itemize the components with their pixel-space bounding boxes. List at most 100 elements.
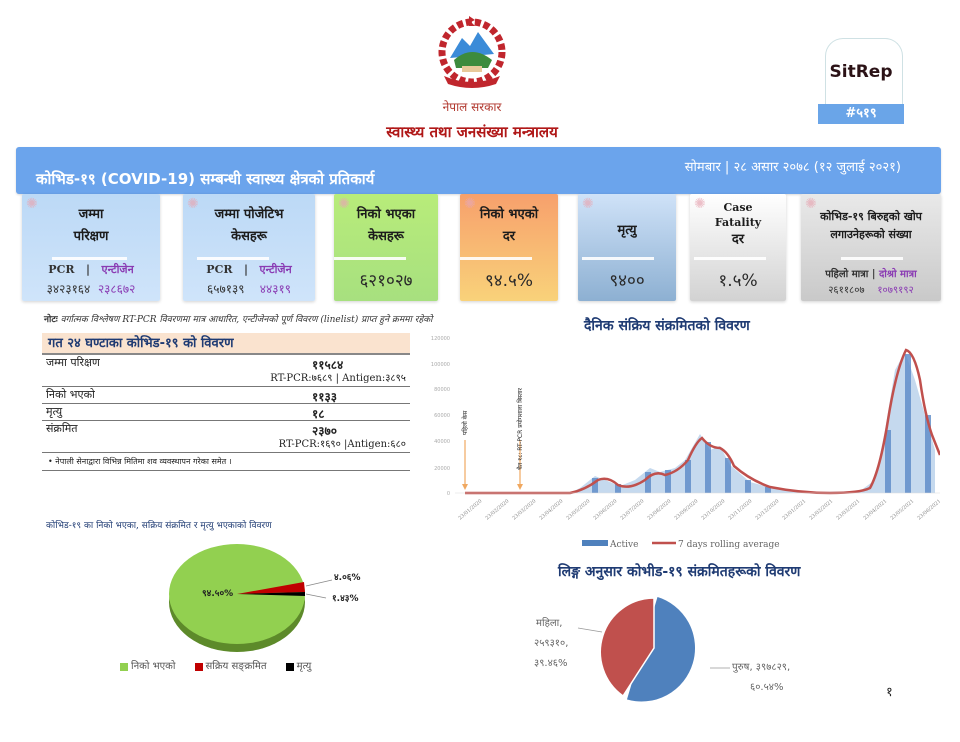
legend-active-swatch (582, 540, 608, 546)
divider (694, 257, 766, 260)
outcome-pie-chart: ९४.५०% ४.०६% १.४३% (169, 544, 360, 652)
antigen-label: एन्टीजेन (259, 263, 292, 276)
sitrep-number: #५१९ (818, 104, 904, 124)
card-title-line: केसहरू (368, 229, 404, 244)
row-label: संक्रमित (46, 422, 78, 435)
card-sub-labels: पहिलो मात्रा | दोश्रो मात्रा (801, 266, 941, 280)
separator: | (871, 269, 876, 280)
sitrep-label: SitRep (829, 62, 893, 82)
label-female-percent: ३९.४६% (534, 658, 567, 669)
x-tick: 23/03/2021 (835, 498, 861, 521)
active-cases-chart: 0 20000 40000 60000 80000 100000 120000 … (431, 336, 940, 550)
x-tick: 23/06/2021 (916, 498, 940, 521)
row-sub: RT-PCR:१६९० |Antigen:६८० (278, 439, 406, 450)
title-banner: कोभिड-१९ (COVID-19) सम्बन्धी स्वास्थ्य क… (16, 147, 941, 194)
gender-pie-title: लिङ्ग अनुसार कोभीड-१९ संक्रमितहरूको विवर… (558, 564, 801, 580)
arrow-down-icon (517, 484, 523, 490)
card-value: ६२१०२७ (359, 271, 413, 291)
divider (197, 257, 269, 260)
card-recovery-rate: ✺ निको भएको दर ९४.५% (460, 194, 558, 301)
active-area (570, 352, 935, 493)
pcr-label: PCR (206, 263, 233, 276)
banner-title: कोभिड-१९ (COVID-19) सम्बन्धी स्वास्थ्य क… (36, 170, 375, 188)
row-sub: RT-PCR:७६८९ | Antigen:३८९५ (270, 373, 406, 384)
slice-male (625, 595, 697, 703)
virus-icon: ✺ (187, 196, 199, 212)
legend-swatch-death (285, 662, 294, 671)
y-tick: 0 (447, 491, 450, 497)
x-axis-ticks: 23/01/2020 23/02/2020 23/03/2020 23/04/2… (457, 498, 940, 521)
pcr-value: ६५७१३९ (207, 282, 245, 296)
x-tick: 23/02/2020 (484, 498, 510, 521)
annotation-first-case: पहिलो केस (461, 410, 469, 435)
arrow-down-icon (462, 484, 468, 490)
table-row: संक्रमित २३७० RT-PCR:१६९० |Antigen:६८० (42, 421, 410, 453)
antigen-value: ४४३१९ (259, 282, 291, 296)
chart-legend: Active 7 days rolling average (582, 540, 780, 550)
nepal-emblem-icon (438, 16, 506, 88)
active-chart-title: दैनिक संक्रिय संक्रमितको विवरण (584, 318, 750, 334)
x-tick: 23/06/2020 (592, 498, 618, 521)
last-24h-table: गत २४ घण्टाका कोभिड-१९ को विवरण जम्मा पर… (42, 333, 410, 471)
card-value: १.५% (718, 271, 758, 291)
card-title-line: Case (723, 201, 753, 214)
antigen-value: २३८६७२ (97, 282, 136, 296)
x-tick: 23/10/2020 (700, 498, 726, 521)
x-tick: 23/07/2020 (619, 498, 645, 521)
y-tick: 120000 (431, 336, 450, 342)
x-tick: 23/02/2021 (808, 498, 834, 521)
card-title-line: दर (502, 229, 516, 244)
y-tick: 80000 (434, 387, 450, 393)
outcome-pie-legend: निको भएको सक्रिय सङ्क्रमित मृत्यु (120, 658, 311, 672)
first-dose-label: पहिलो मात्रा (825, 269, 869, 280)
legend-rolling-label: 7 days rolling average (678, 540, 780, 550)
y-tick: 40000 (434, 439, 450, 445)
x-tick: 23/05/2021 (889, 498, 915, 521)
annotation-rtpcr-expansion: चैत १८: RT-PCR प्रयोगशाला बिस्तार (516, 388, 524, 470)
legend-swatch-active (194, 662, 203, 671)
note-prefix: नोटः (44, 315, 58, 325)
divider (334, 257, 406, 260)
divider (841, 257, 903, 260)
card-title-line: जम्मा पोजेटिभ (214, 207, 284, 222)
card-title-line: निको भएको (479, 207, 539, 222)
separator: | (85, 263, 90, 276)
card-sub-values: २६११८०७ १०७९१९२ (801, 282, 941, 296)
x-tick: 23/09/2020 (673, 498, 699, 521)
x-tick: 23/03/2020 (511, 498, 537, 521)
rolling-average-line (465, 348, 940, 495)
row-label: मृत्यु (46, 405, 63, 418)
card-title-line: लगाउनेहरूको संख्या (830, 228, 912, 241)
card-title-line: परिक्षण (73, 229, 109, 244)
label-male-percent: ६०.५४% (750, 682, 783, 693)
legend-recovered: निको भएको (131, 661, 176, 672)
card-value: ९४.५% (484, 271, 534, 291)
card-title: निको भएका केसहरू (334, 204, 438, 248)
slice-female (599, 597, 655, 698)
slice-death (237, 592, 305, 596)
report-date: सोमबार | २८ असार २०७८ (१२ जुलाई २०२१) (684, 160, 901, 175)
page-number: १ (886, 685, 893, 700)
card-recovered: ✺ निको भएका केसहरू ६२१०२७ (334, 194, 438, 301)
virus-icon: ✺ (26, 196, 38, 212)
note: नोटः वर्गात्मक विश्लेषण RT-PCR विवरणमा म… (44, 312, 433, 325)
card-title-line: जम्मा (78, 207, 104, 222)
card-sub-values: ६५७१३९ ४४३१९ (183, 280, 315, 297)
antigen-label: एन्टीजेन (101, 263, 134, 276)
card-title: जम्मा पोजेटिभ केसहरू (183, 204, 315, 248)
table-heading: गत २४ घण्टाका कोभिड-१९ को विवरण (42, 333, 410, 355)
y-axis: 0 20000 40000 60000 80000 100000 120000 (431, 336, 450, 497)
divider (460, 257, 532, 260)
card-title: Case Fatality दर (690, 200, 786, 250)
virus-icon: ✺ (464, 196, 476, 212)
label-recovered: ९४.५०% (202, 589, 233, 599)
table-row: निको भएको ११३३ (42, 387, 410, 404)
divider (52, 257, 127, 260)
x-tick: 23/05/2020 (565, 498, 591, 521)
label-female-name: महिला, (536, 617, 562, 629)
card-title-line: कोभिड-१९ बिरुद्दको खोप (820, 210, 922, 223)
first-dose-value: २६११८०७ (828, 285, 865, 296)
label-female-count: २५९३१०, (534, 638, 568, 649)
x-tick: 23/01/2020 (457, 498, 483, 521)
label-active: ४.०६% (334, 573, 360, 583)
